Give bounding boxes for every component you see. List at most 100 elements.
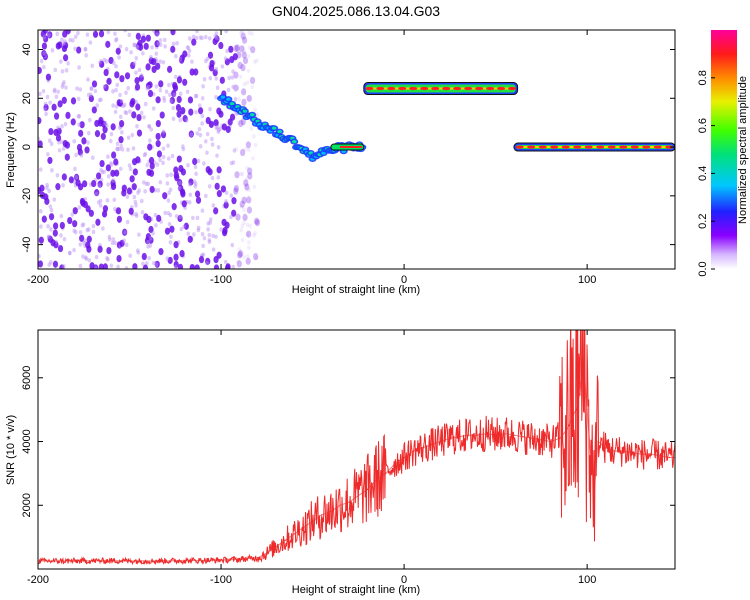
noise-dot: [213, 33, 218, 39]
noise-dot: [97, 183, 102, 188]
noise-dot: [47, 234, 51, 240]
noise-dot: [57, 100, 63, 108]
noise-dot: [138, 74, 144, 82]
noise-dot: [88, 92, 93, 98]
noise-dot: [237, 120, 241, 126]
noise-dot: [97, 97, 102, 103]
noise-dot: [247, 172, 253, 180]
noise-dot: [99, 60, 105, 68]
noise-dot: [176, 95, 182, 104]
noise-dot: [166, 198, 171, 203]
noise-dot: [187, 96, 194, 104]
noise-dot: [210, 142, 215, 147]
noise-dot: [87, 258, 92, 263]
noise-dot: [246, 94, 252, 103]
noise-dot: [145, 162, 150, 168]
snr-data-point: [568, 425, 570, 427]
noise-dot: [205, 257, 211, 265]
noise-dot: [156, 214, 162, 222]
snr-data-point: [650, 453, 652, 455]
band-peak: [527, 145, 536, 149]
noise-dot: [195, 196, 202, 204]
noise-dot: [243, 179, 249, 187]
noise-dot: [113, 240, 117, 246]
noise-dot: [223, 56, 228, 61]
noise-dot: [98, 203, 103, 208]
snr-data-point: [540, 439, 542, 441]
noise-dot: [124, 47, 129, 52]
noise-dot: [216, 190, 222, 198]
noise-dot: [98, 198, 103, 204]
noise-dot: [214, 76, 219, 81]
noise-dot: [137, 232, 141, 237]
snr-data-point: [564, 431, 566, 433]
noise-dot: [167, 82, 171, 88]
noise-dot: [248, 223, 253, 229]
snr-data-point: [571, 415, 574, 417]
noise-dot: [135, 42, 142, 50]
noise-dot: [252, 184, 257, 189]
noise-dot: [249, 126, 254, 131]
noise-dot: [94, 191, 99, 196]
noise-dot: [126, 135, 131, 140]
noise-dot: [231, 160, 236, 165]
noise-dot: [147, 89, 154, 98]
noise-dot: [86, 227, 91, 232]
band-peak: [561, 145, 570, 149]
noise-dot: [73, 230, 78, 235]
noise-dot: [155, 132, 161, 141]
snr-data-point: [641, 453, 643, 455]
noise-dot: [77, 122, 81, 127]
spectrogram-y-tick-label: -40: [21, 237, 33, 253]
noise-dot: [178, 91, 183, 97]
snr-data-point: [293, 533, 295, 535]
noise-dot: [61, 82, 65, 87]
spectrogram-y-ticks: -40 -20 0 20 40: [21, 43, 675, 253]
noise-dot: [59, 264, 65, 269]
noise-dot: [149, 162, 155, 170]
noise-dot: [72, 228, 77, 234]
noise-dot: [241, 98, 247, 106]
noise-dot: [126, 187, 133, 195]
noise-dot: [103, 84, 109, 92]
noise-dot: [140, 35, 146, 43]
noise-dot: [48, 204, 53, 209]
noise-dot: [110, 169, 116, 177]
noise-dot: [230, 242, 235, 248]
noise-dot: [109, 162, 114, 167]
spectrogram-x-tick-label: 100: [578, 274, 596, 286]
noise-dot: [45, 73, 52, 81]
noise-dot: [182, 78, 188, 86]
noise-dot: [173, 264, 178, 269]
noise-dot: [38, 117, 42, 125]
noise-dot: [235, 85, 240, 91]
noise-dot: [146, 244, 150, 249]
noise-dot: [238, 119, 244, 128]
noise-dot: [74, 175, 79, 180]
noise-dot: [52, 229, 58, 237]
noise-dot: [222, 226, 228, 235]
noise-dot: [179, 188, 186, 196]
noise-dot: [246, 206, 253, 214]
noise-dot: [178, 214, 183, 220]
noise-dot: [247, 30, 252, 36]
noise-dot: [245, 185, 249, 190]
noise-dot: [106, 257, 110, 262]
spectrogram-y-label: Frequency (Hz): [5, 112, 17, 188]
noise-dot: [220, 185, 227, 193]
noise-dot: [253, 143, 258, 148]
noise-dot: [239, 45, 245, 53]
noise-dot: [206, 227, 210, 232]
noise-dot: [131, 111, 137, 119]
noise-dot: [81, 254, 85, 259]
noise-dot: [252, 59, 257, 64]
noise-dot: [61, 41, 66, 46]
noise-dot: [83, 255, 88, 260]
noise-dot: [143, 101, 148, 107]
noise-dot: [51, 103, 57, 111]
noise-dot: [47, 138, 52, 143]
noise-dot: [207, 184, 212, 189]
noise-dot: [242, 57, 249, 65]
noise-dot: [61, 146, 66, 151]
